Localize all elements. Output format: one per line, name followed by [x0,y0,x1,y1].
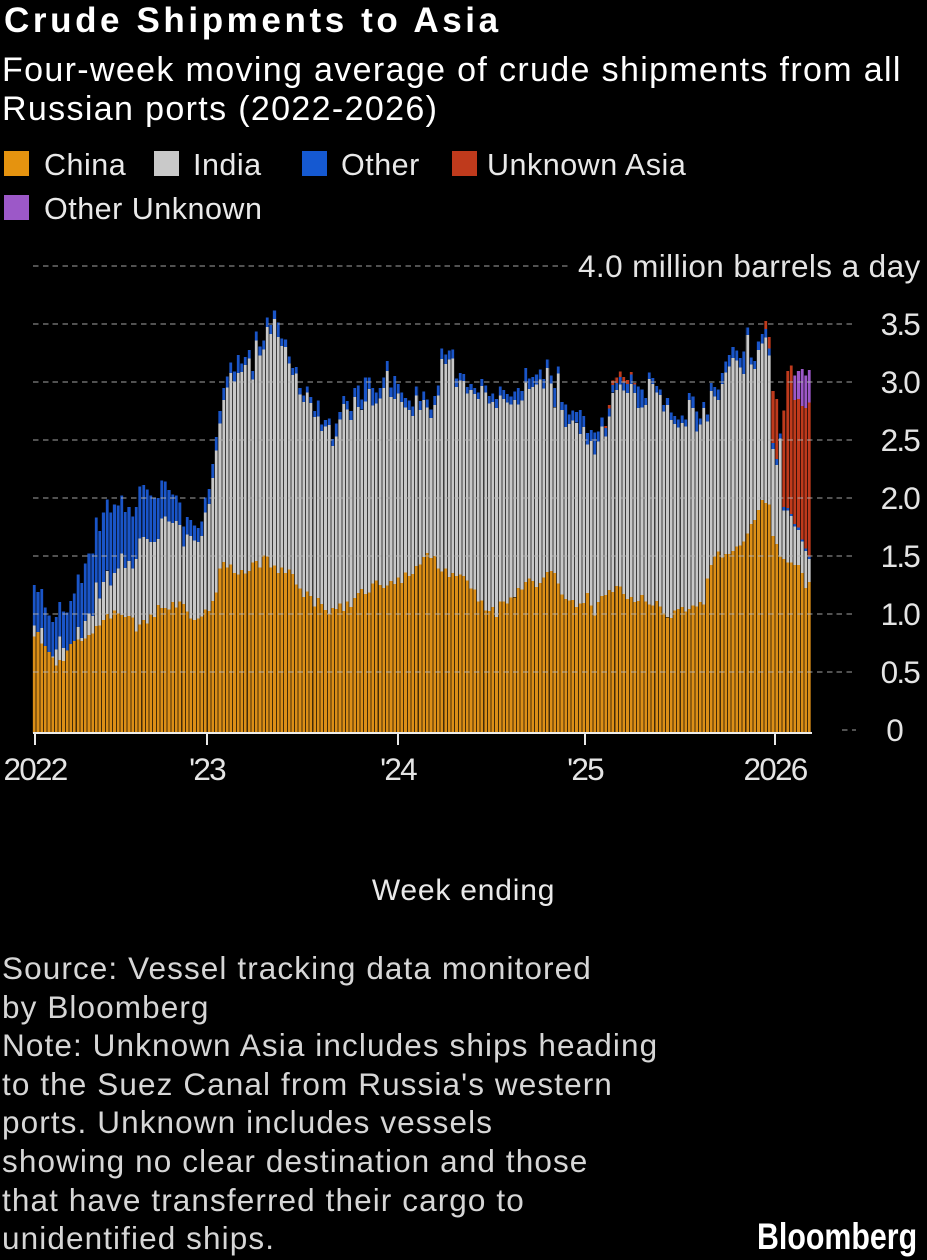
svg-text:2.5: 2.5 [881,422,921,458]
svg-text:2.0: 2.0 [881,480,921,516]
svg-text:0: 0 [886,712,903,748]
svg-text:2022: 2022 [4,751,67,787]
svg-text:4.0 million barrels a day: 4.0 million barrels a day [578,248,921,284]
svg-text:'24: '24 [380,751,417,787]
svg-text:1.5: 1.5 [881,538,921,574]
svg-text:2026: 2026 [744,751,808,787]
svg-text:'23: '23 [189,751,226,787]
svg-text:3.0: 3.0 [881,364,921,400]
svg-text:1.0: 1.0 [881,596,921,632]
svg-text:3.5: 3.5 [881,306,921,342]
svg-text:'25: '25 [567,751,604,787]
svg-text:0.5: 0.5 [881,654,921,690]
